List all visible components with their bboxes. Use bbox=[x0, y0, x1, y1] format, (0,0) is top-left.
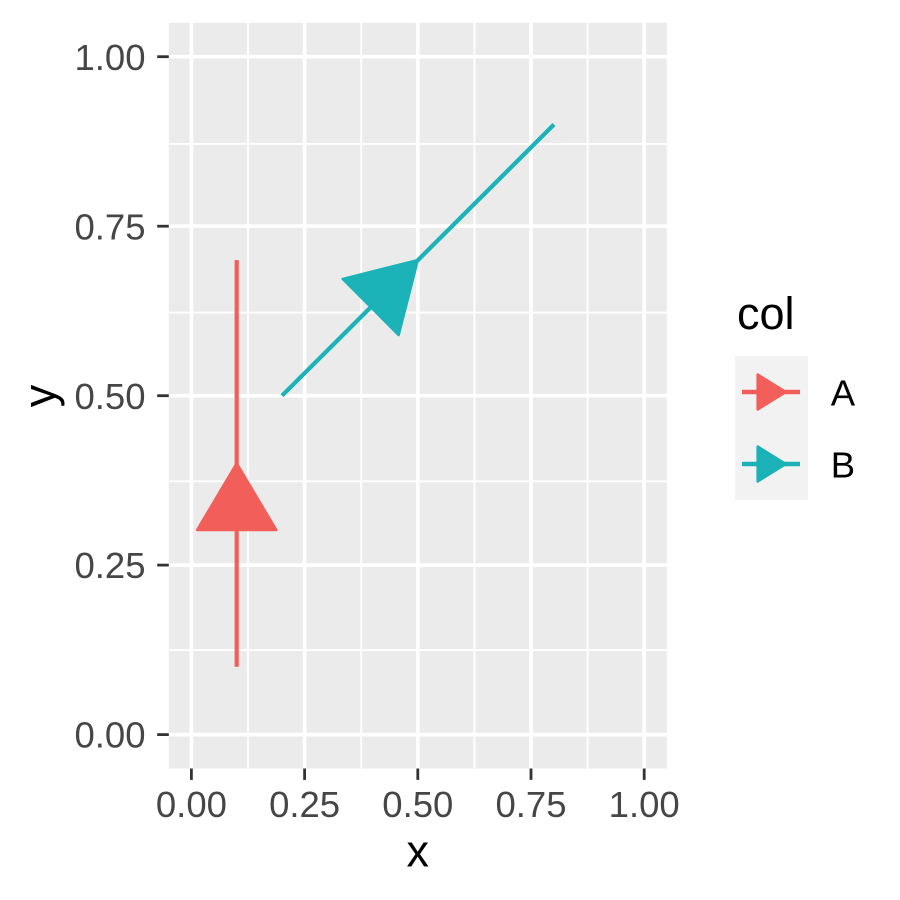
svg-text:x: x bbox=[407, 826, 430, 877]
svg-text:col: col bbox=[737, 288, 795, 339]
svg-text:1.00: 1.00 bbox=[74, 37, 145, 78]
svg-text:0.75: 0.75 bbox=[74, 206, 145, 247]
svg-text:0.50: 0.50 bbox=[382, 784, 453, 825]
svg-text:0.25: 0.25 bbox=[74, 545, 145, 586]
svg-text:0.75: 0.75 bbox=[495, 784, 566, 825]
svg-text:y: y bbox=[14, 384, 65, 407]
svg-text:0.00: 0.00 bbox=[74, 715, 145, 756]
svg-text:0.00: 0.00 bbox=[156, 784, 227, 825]
svg-text:0.25: 0.25 bbox=[269, 784, 340, 825]
svg-text:B: B bbox=[831, 444, 855, 485]
svg-text:A: A bbox=[831, 372, 856, 413]
svg-text:1.00: 1.00 bbox=[609, 784, 680, 825]
svg-text:0.50: 0.50 bbox=[74, 376, 145, 417]
